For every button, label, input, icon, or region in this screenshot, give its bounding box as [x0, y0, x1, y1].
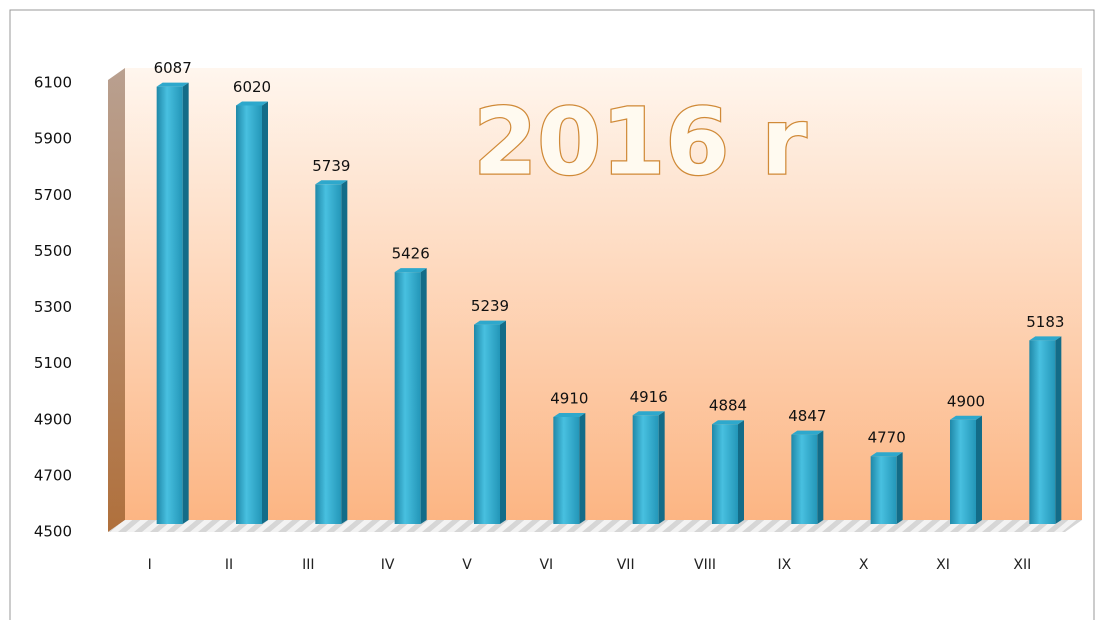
y-tick-label: 4500: [34, 523, 72, 541]
bar: [474, 324, 500, 524]
value-label: 5239: [471, 297, 509, 315]
x-tick-label: V: [462, 557, 472, 573]
y-tick-label: 4700: [34, 466, 72, 484]
bar-side: [262, 101, 268, 524]
bar-top: [315, 180, 348, 185]
bar: [1029, 340, 1056, 524]
x-tick-label: VI: [539, 557, 553, 573]
bar-side: [896, 452, 903, 524]
side-wall: [108, 68, 125, 532]
value-label: 5183: [1026, 313, 1064, 331]
bar-side: [817, 430, 824, 524]
x-tick-label: X: [859, 557, 869, 573]
x-tick-label: II: [225, 557, 233, 573]
y-tick-label: 5100: [34, 354, 72, 372]
x-tick-label: XI: [936, 557, 950, 573]
value-label: 4847: [788, 407, 826, 425]
value-label: 4900: [947, 392, 985, 410]
y-tick-label: 6100: [34, 74, 72, 92]
bar-top: [791, 430, 824, 435]
bar: [236, 105, 262, 524]
bar: [870, 456, 897, 524]
value-label: 5426: [392, 245, 430, 263]
bar-side: [1055, 336, 1062, 524]
bar-side: [341, 180, 348, 525]
bar-top: [632, 411, 665, 416]
value-label: 6020: [233, 78, 271, 96]
bar: [712, 424, 738, 524]
y-tick-label: 5900: [34, 130, 72, 148]
bar-side: [420, 268, 427, 524]
bar: [553, 416, 580, 524]
back-wall: [125, 68, 1082, 520]
value-label: 4884: [709, 397, 747, 415]
value-label: 5739: [312, 157, 350, 175]
bar-top: [394, 268, 427, 273]
y-tick-label: 5300: [34, 298, 72, 316]
value-label: 4916: [630, 388, 668, 406]
floor: [108, 520, 1082, 532]
x-tick-label: XII: [1013, 557, 1031, 573]
bar-top: [712, 420, 744, 425]
bar-top: [553, 412, 586, 417]
x-tick-label: III: [302, 557, 314, 573]
bar-top: [870, 452, 903, 457]
bar: [632, 415, 659, 524]
bar: [950, 419, 976, 524]
y-tick-label: 5500: [34, 242, 72, 260]
bar: [156, 86, 183, 524]
x-tick-label: VIII: [694, 557, 716, 573]
y-tick-label: 4900: [34, 410, 72, 428]
bar-top: [1029, 336, 1062, 341]
value-label: 4910: [550, 389, 588, 407]
bar-top: [950, 415, 982, 420]
bar-side: [976, 415, 982, 524]
bar-side: [658, 411, 665, 524]
x-tick-label: IV: [381, 557, 395, 573]
bar-side: [500, 320, 506, 524]
frame: [9, 9, 1095, 620]
bar-side: [579, 412, 586, 524]
value-label: 4770: [868, 429, 906, 447]
bar: [394, 272, 421, 524]
chart-title: 2016 r: [473, 88, 807, 195]
bar-top: [474, 320, 506, 325]
bar-side: [182, 82, 189, 524]
bar: [315, 184, 342, 525]
y-tick-label: 5700: [34, 186, 72, 204]
bar-side: [738, 420, 744, 524]
bar-top: [236, 101, 268, 106]
x-tick-label: I: [148, 557, 152, 573]
bar-top: [156, 82, 189, 87]
x-tick-label: VII: [617, 557, 635, 573]
bar: [791, 434, 818, 524]
x-tick-label: IX: [777, 557, 791, 573]
value-label: 6087: [154, 59, 192, 77]
